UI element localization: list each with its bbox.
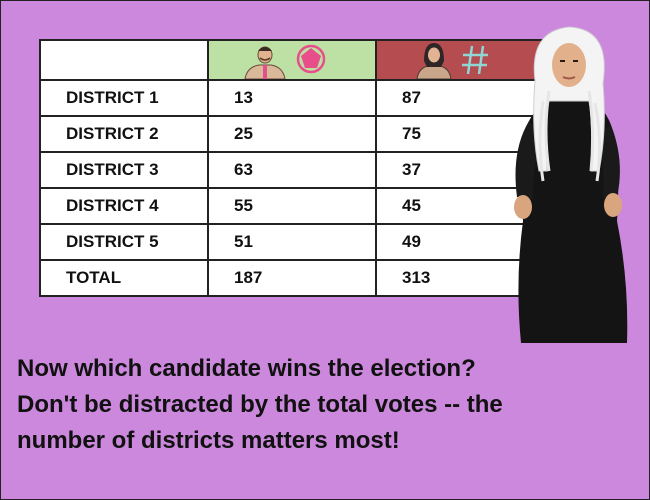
table-row-district-2: DISTRICT 2 25 75 (39, 115, 545, 153)
header-blank-cell (39, 39, 209, 81)
caption-line-3: number of districts matters most! (17, 427, 400, 454)
row-label: DISTRICT 5 (39, 223, 209, 261)
table-header-row (39, 39, 545, 81)
row-label: DISTRICT 4 (39, 187, 209, 225)
candidate-a-portrait-icon (244, 46, 286, 79)
table-row-district-1: DISTRICT 1 13 87 (39, 79, 545, 117)
candidate-b-votes: 49 (375, 223, 545, 261)
candidate-b-votes: 75 (375, 115, 545, 153)
candidate-a-votes: 13 (207, 79, 377, 117)
candidate-a-total: 187 (207, 259, 377, 297)
caption-line-2: Don't be distracted by the total votes -… (17, 391, 503, 418)
candidate-a-votes: 55 (207, 187, 377, 225)
candidate-a-votes: 63 (207, 151, 377, 189)
table-row-total: TOTAL 187 313 (39, 259, 545, 297)
candidate-b-votes: 87 (375, 79, 545, 117)
candidate-b-portrait-icon (416, 43, 452, 79)
candidate-b-header (375, 39, 545, 81)
district-votes-table: DISTRICT 1 13 87 DISTRICT 2 25 75 DISTRI… (39, 39, 545, 297)
row-label: TOTAL (39, 259, 209, 297)
row-label: DISTRICT 1 (39, 79, 209, 117)
row-label: DISTRICT 2 (39, 115, 209, 153)
candidate-a-header (207, 39, 377, 81)
candidate-a-votes: 25 (207, 115, 377, 153)
presenter-character-illustration (514, 26, 628, 343)
pentagon-symbol-icon (296, 44, 326, 74)
table-row-district-5: DISTRICT 5 51 49 (39, 223, 545, 261)
candidate-a-votes: 51 (207, 223, 377, 261)
hashtag-symbol-icon (462, 45, 488, 75)
table-row-district-3: DISTRICT 3 63 37 (39, 151, 545, 189)
caption-text: Now which candidate wins the election? D… (17, 351, 637, 459)
caption-line-1: Now which candidate wins the election? (17, 355, 476, 382)
row-label: DISTRICT 3 (39, 151, 209, 189)
table-row-district-4: DISTRICT 4 55 45 (39, 187, 545, 225)
